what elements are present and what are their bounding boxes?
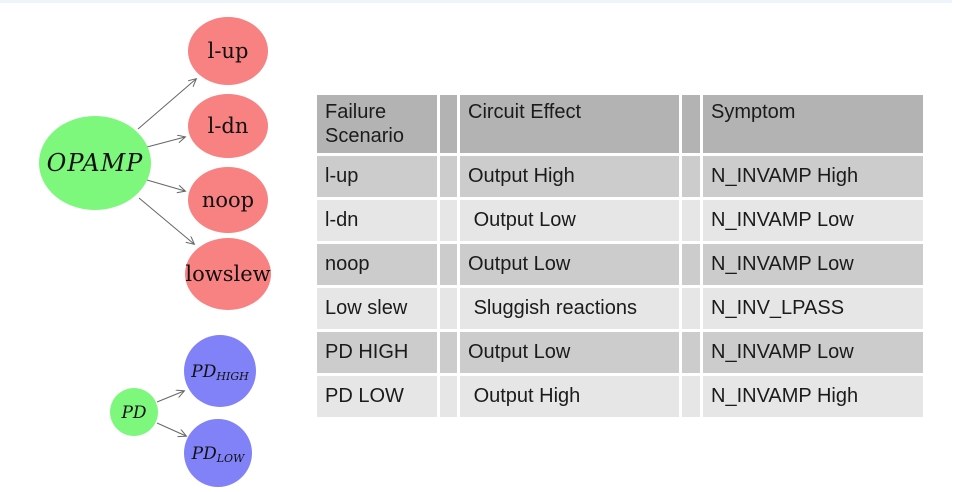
node-ldn [188, 94, 268, 158]
cell-spacer [682, 200, 700, 241]
node-lup-label: l-up [208, 39, 249, 63]
cell-failure-scenario: l-dn [317, 200, 437, 241]
cell-symptom: N_INVAMP High [703, 156, 923, 197]
cell-spacer [682, 332, 700, 373]
arrow-opamp-to-lup [137, 79, 196, 130]
header-spacer-1 [440, 95, 457, 153]
table-row: Low slew Sluggish reactions N_INV_LPASS [317, 288, 923, 329]
fault-tree-diagram: OPAMP l-up l-dn noop lowslew PD PDHIGH P… [39, 17, 271, 487]
node-pdhigh-label-sub: HIGH [215, 370, 249, 383]
cell-spacer [440, 156, 457, 197]
cell-spacer [682, 244, 700, 285]
cell-circuit-effect: Output Low [460, 200, 679, 241]
table-header-row: Failure Scenario Circuit Effect Symptom [317, 95, 923, 153]
node-lup [188, 17, 268, 85]
arrow-opamp-to-lowslew [138, 197, 194, 244]
cell-symptom: N_INVAMP High [703, 376, 923, 417]
node-pdlow-label-sub: LOW [216, 452, 246, 465]
header-symptom: Symptom [703, 95, 923, 153]
cell-spacer [682, 288, 700, 329]
cell-circuit-effect: Output High [460, 156, 679, 197]
window-top-border [0, 0, 952, 3]
table-row: PD HIGH Output Low N_INVAMP Low [317, 332, 923, 373]
cell-spacer [440, 376, 457, 417]
cell-spacer [440, 200, 457, 241]
cell-circuit-effect: Sluggish reactions [460, 288, 679, 329]
node-lowslew-label: lowslew [185, 262, 270, 286]
node-pdlow [184, 419, 252, 487]
node-opamp-label: OPAMP [47, 149, 144, 177]
cell-failure-scenario: Low slew [317, 288, 437, 329]
node-ldn-label: l-dn [208, 114, 249, 138]
cell-circuit-effect: Output High [460, 376, 679, 417]
cell-symptom: N_INV_LPASS [703, 288, 923, 329]
table-row: noop Output Low N_INVAMP Low [317, 244, 923, 285]
header-circuit-effect: Circuit Effect [460, 95, 679, 153]
cell-spacer [440, 332, 457, 373]
node-pdlow-label-main: PD [191, 444, 217, 464]
table-row: PD LOW Output High N_INVAMP High [317, 376, 923, 417]
node-pd-label: PD [120, 403, 146, 423]
arrow-opamp-to-noop [146, 179, 185, 191]
node-opamp [39, 116, 151, 210]
cell-spacer [440, 244, 457, 285]
cell-symptom: N_INVAMP Low [703, 200, 923, 241]
arrow-pd-to-pdhigh [156, 391, 184, 403]
node-pdhigh [184, 335, 256, 407]
cell-failure-scenario: l-up [317, 156, 437, 197]
cell-failure-scenario: PD LOW [317, 376, 437, 417]
node-pdlow-label: PDLOW [191, 444, 246, 465]
node-pd [110, 388, 158, 436]
arrow-opamp-to-ldn [146, 137, 185, 148]
node-noop [188, 167, 268, 233]
cell-failure-scenario: PD HIGH [317, 332, 437, 373]
cell-circuit-effect: Output Low [460, 332, 679, 373]
cell-spacer [682, 156, 700, 197]
cell-symptom: N_INVAMP Low [703, 244, 923, 285]
cell-spacer [682, 376, 700, 417]
node-noop-label: noop [202, 188, 254, 212]
header-spacer-2 [682, 95, 700, 153]
node-pdhigh-label: PDHIGH [190, 362, 249, 383]
failure-scenario-table: Failure Scenario Circuit Effect Symptom … [314, 92, 926, 420]
table-row: l-dn Output Low N_INVAMP Low [317, 200, 923, 241]
node-lowslew [185, 238, 271, 310]
arrow-pd-to-pdlow [156, 422, 186, 436]
cell-circuit-effect: Output Low [460, 244, 679, 285]
cell-symptom: N_INVAMP Low [703, 332, 923, 373]
cell-spacer [440, 288, 457, 329]
node-pdhigh-label-main: PD [190, 362, 216, 382]
header-failure-scenario: Failure Scenario [317, 95, 437, 153]
table-row: l-up Output High N_INVAMP High [317, 156, 923, 197]
cell-failure-scenario: noop [317, 244, 437, 285]
